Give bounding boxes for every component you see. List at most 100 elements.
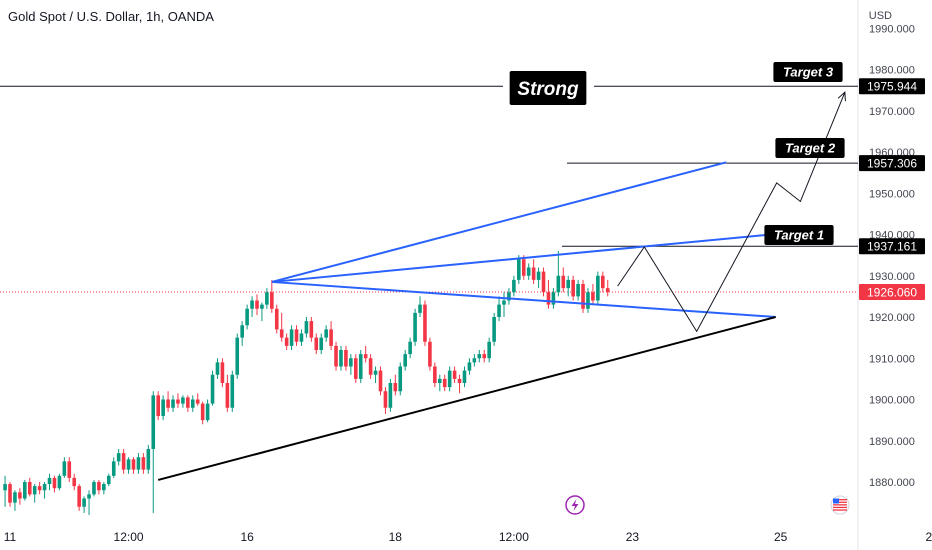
chart-title: Gold Spot / U.S. Dollar, 1h, OANDA bbox=[8, 9, 214, 24]
target-2-price-tag-box bbox=[859, 155, 925, 172]
time-tick-label: 25 bbox=[774, 530, 788, 544]
candle-up bbox=[437, 378, 442, 383]
last-price-tag-box bbox=[859, 284, 925, 301]
candle-up bbox=[398, 366, 403, 392]
candle-down bbox=[37, 486, 42, 491]
price-tick-label: 1890.000 bbox=[869, 436, 915, 448]
target-2-label[interactable]: Target 2 bbox=[775, 138, 845, 158]
flag-stripe bbox=[833, 509, 847, 511]
candle-up bbox=[210, 374, 215, 404]
candle-down bbox=[383, 391, 388, 408]
candle-up bbox=[507, 292, 511, 301]
middle-wedge-line[interactable] bbox=[271, 233, 771, 283]
candle-down bbox=[255, 300, 259, 309]
candle-up bbox=[418, 304, 422, 313]
candle-down bbox=[581, 284, 585, 309]
candle-down bbox=[428, 341, 432, 367]
candle-up bbox=[42, 484, 47, 491]
candle-down bbox=[141, 457, 146, 470]
candle-down bbox=[186, 397, 190, 408]
candle-down bbox=[294, 329, 299, 342]
candle-up bbox=[477, 354, 482, 359]
candle-up bbox=[388, 383, 393, 408]
candle-up bbox=[467, 362, 472, 371]
candle-down bbox=[393, 383, 398, 392]
candle-up bbox=[517, 259, 521, 280]
price-tick-label: 1990.000 bbox=[869, 23, 915, 35]
strong-label-box bbox=[509, 71, 587, 105]
candle-down bbox=[363, 354, 368, 359]
lower-wedge-line[interactable] bbox=[271, 280, 776, 318]
lightning-icon bbox=[571, 499, 579, 511]
candle-up bbox=[32, 486, 37, 495]
time-tick-label: 12:00 bbox=[499, 530, 529, 544]
candle-down bbox=[541, 271, 546, 293]
target-1-label-text: Target 1 bbox=[774, 228, 824, 243]
candle-down bbox=[457, 378, 462, 383]
candle-down bbox=[195, 399, 200, 404]
candle-up bbox=[235, 337, 240, 375]
candle-up bbox=[87, 494, 91, 499]
price-tick-label: 1910.000 bbox=[869, 353, 915, 365]
flag-canton bbox=[833, 498, 839, 504]
candle-down bbox=[334, 345, 338, 367]
candle-up bbox=[566, 279, 571, 289]
target-3-label[interactable]: Target 3 bbox=[773, 62, 843, 82]
candle-up bbox=[462, 370, 467, 383]
candle-up bbox=[161, 399, 165, 416]
flag-stripe bbox=[833, 504, 847, 506]
candle-down bbox=[284, 337, 289, 346]
event-icons[interactable] bbox=[565, 495, 850, 515]
time-tick-label: 2 bbox=[925, 530, 932, 544]
candle-up bbox=[299, 333, 304, 342]
candle-up bbox=[190, 399, 195, 408]
lightning-event-icon[interactable] bbox=[565, 495, 585, 515]
us-flag-event-icon[interactable] bbox=[830, 495, 850, 515]
candle-up bbox=[3, 484, 7, 491]
price-tick-label: 1970.000 bbox=[869, 106, 915, 118]
candle-up bbox=[57, 475, 62, 489]
candle-down bbox=[378, 370, 383, 392]
candle-up bbox=[349, 358, 353, 367]
candle-up bbox=[260, 304, 264, 309]
candle-up bbox=[92, 482, 96, 495]
drawings[interactable] bbox=[0, 85, 858, 481]
candle-down bbox=[605, 288, 610, 293]
target-3-label-box bbox=[773, 62, 843, 82]
candle-down bbox=[274, 308, 279, 330]
candle-up bbox=[62, 461, 67, 476]
target-2-label-box bbox=[775, 138, 845, 158]
candle-up bbox=[111, 461, 116, 476]
price-tick-label: 1920.000 bbox=[869, 312, 915, 324]
candle-down bbox=[131, 459, 136, 470]
projection-path[interactable] bbox=[617, 92, 846, 333]
candle-down bbox=[166, 399, 170, 408]
candle-up bbox=[403, 354, 407, 367]
price-tick-label: 1930.000 bbox=[869, 271, 915, 283]
strong-label[interactable]: Strong bbox=[509, 71, 587, 105]
candle-down bbox=[27, 482, 32, 495]
candle-down bbox=[546, 292, 551, 305]
candle-up bbox=[82, 498, 86, 507]
candle-up bbox=[126, 459, 131, 470]
target-1-label[interactable]: Target 1 bbox=[764, 225, 834, 245]
candle-down bbox=[72, 477, 77, 487]
target-3-price-tag-text: 1975.944 bbox=[867, 80, 917, 94]
support-line[interactable] bbox=[157, 316, 776, 481]
candle-up bbox=[512, 279, 516, 293]
drawing-labels[interactable]: Strong Target 3 Target 2 Target 1 bbox=[509, 62, 845, 245]
candle-down bbox=[97, 482, 101, 491]
strong-label-text: Strong bbox=[517, 79, 579, 100]
target-2-label-text: Target 2 bbox=[785, 141, 836, 156]
last-price-tag: 1926.060 bbox=[859, 284, 925, 301]
time-axis[interactable]: 11 12:00 16 18 12:00 23 25 2 bbox=[4, 530, 932, 544]
candle-up bbox=[265, 292, 269, 305]
candle-down bbox=[77, 486, 81, 507]
time-tick-label: 12:00 bbox=[114, 530, 144, 544]
upper-wedge-line[interactable] bbox=[271, 161, 727, 283]
candle-up bbox=[304, 321, 309, 334]
time-tick-label: 23 bbox=[626, 530, 640, 544]
candle-down bbox=[344, 350, 348, 367]
price-tick-label: 1950.000 bbox=[869, 188, 915, 200]
